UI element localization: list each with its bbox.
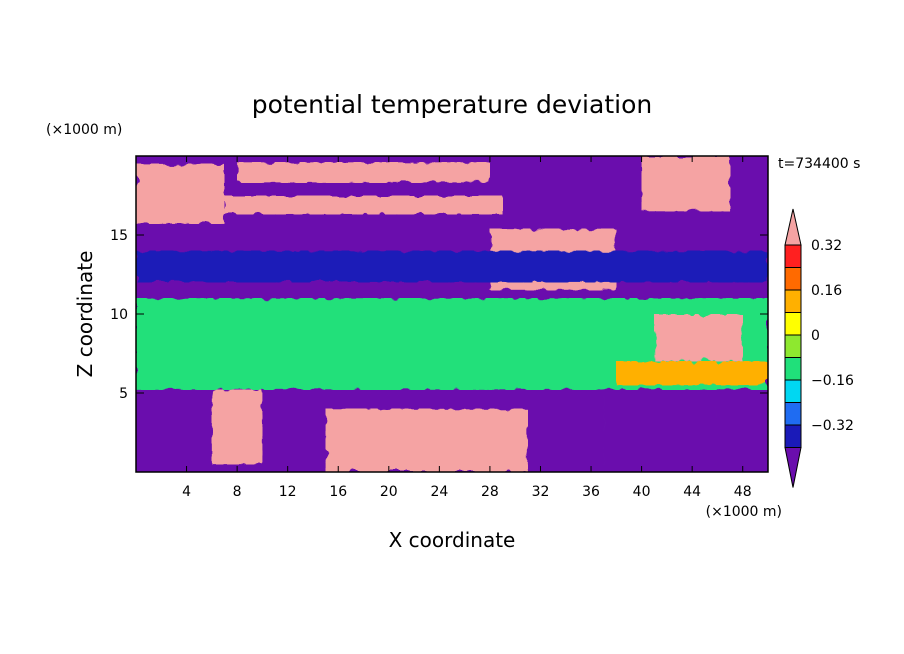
y-tick-label: 5 <box>119 386 128 402</box>
colorbar-segment <box>784 289 802 313</box>
x-tick-label: 44 <box>683 484 701 500</box>
colorbar-tick-label: 0.32 <box>811 238 842 254</box>
colorbar-tick-label: 0 <box>811 328 820 344</box>
x-tick-label: 4 <box>182 484 191 500</box>
x-unit-label: (×1000 m) <box>706 504 782 520</box>
x-tick-label: 24 <box>430 484 448 500</box>
colorbar-segment <box>784 244 802 268</box>
field-region <box>325 408 528 472</box>
y-axis-label: Z coordinate <box>73 251 97 378</box>
colorbar-segment <box>784 357 802 381</box>
field-region <box>641 156 731 212</box>
colorbar-segment <box>784 334 802 358</box>
field-region <box>654 314 743 362</box>
colorbar-extend-bottom <box>784 447 802 488</box>
colorbar-segment <box>784 312 802 336</box>
colorbar: 0.32 0.16 0 −0.16 −0.32 <box>784 208 854 488</box>
chart-title: potential temperature deviation <box>252 90 652 119</box>
x-tick-label: 32 <box>532 484 550 500</box>
field-region <box>211 389 263 465</box>
y-unit-label: (×1000 m) <box>46 122 122 138</box>
field-region <box>136 163 225 224</box>
colorbar-segment <box>784 267 802 291</box>
field-region <box>224 195 503 215</box>
field-region <box>136 250 768 283</box>
y-axis: 5 10 15 <box>110 228 768 402</box>
time-label: t=734400 s <box>778 156 860 172</box>
x-axis-label: X coordinate <box>389 528 516 552</box>
y-tick-label: 10 <box>110 307 128 323</box>
x-tick-label: 16 <box>329 484 347 500</box>
x-tick-label: 20 <box>380 484 398 500</box>
heatmap-field <box>136 156 768 472</box>
x-axis: 4 8 12 16 20 24 28 32 36 40 44 48 <box>182 156 752 500</box>
colorbar-segment <box>784 379 802 403</box>
field-region <box>237 162 490 183</box>
colorbar-tick-label: −0.32 <box>811 418 854 434</box>
colorbar-tick-label: 0.16 <box>811 283 842 299</box>
colorbar-extend-top <box>784 208 802 246</box>
colorbar-segment <box>784 424 802 448</box>
x-tick-label: 48 <box>734 484 752 500</box>
x-tick-label: 36 <box>582 484 600 500</box>
field-region <box>616 361 768 386</box>
field-region <box>603 393 718 472</box>
x-tick-label: 8 <box>233 484 242 500</box>
x-tick-label: 28 <box>481 484 499 500</box>
x-tick-label: 12 <box>279 484 297 500</box>
y-tick-label: 15 <box>110 228 128 244</box>
x-tick-label: 40 <box>633 484 651 500</box>
colorbar-tick-label: −0.16 <box>811 373 854 389</box>
colorbar-segment <box>784 402 802 426</box>
